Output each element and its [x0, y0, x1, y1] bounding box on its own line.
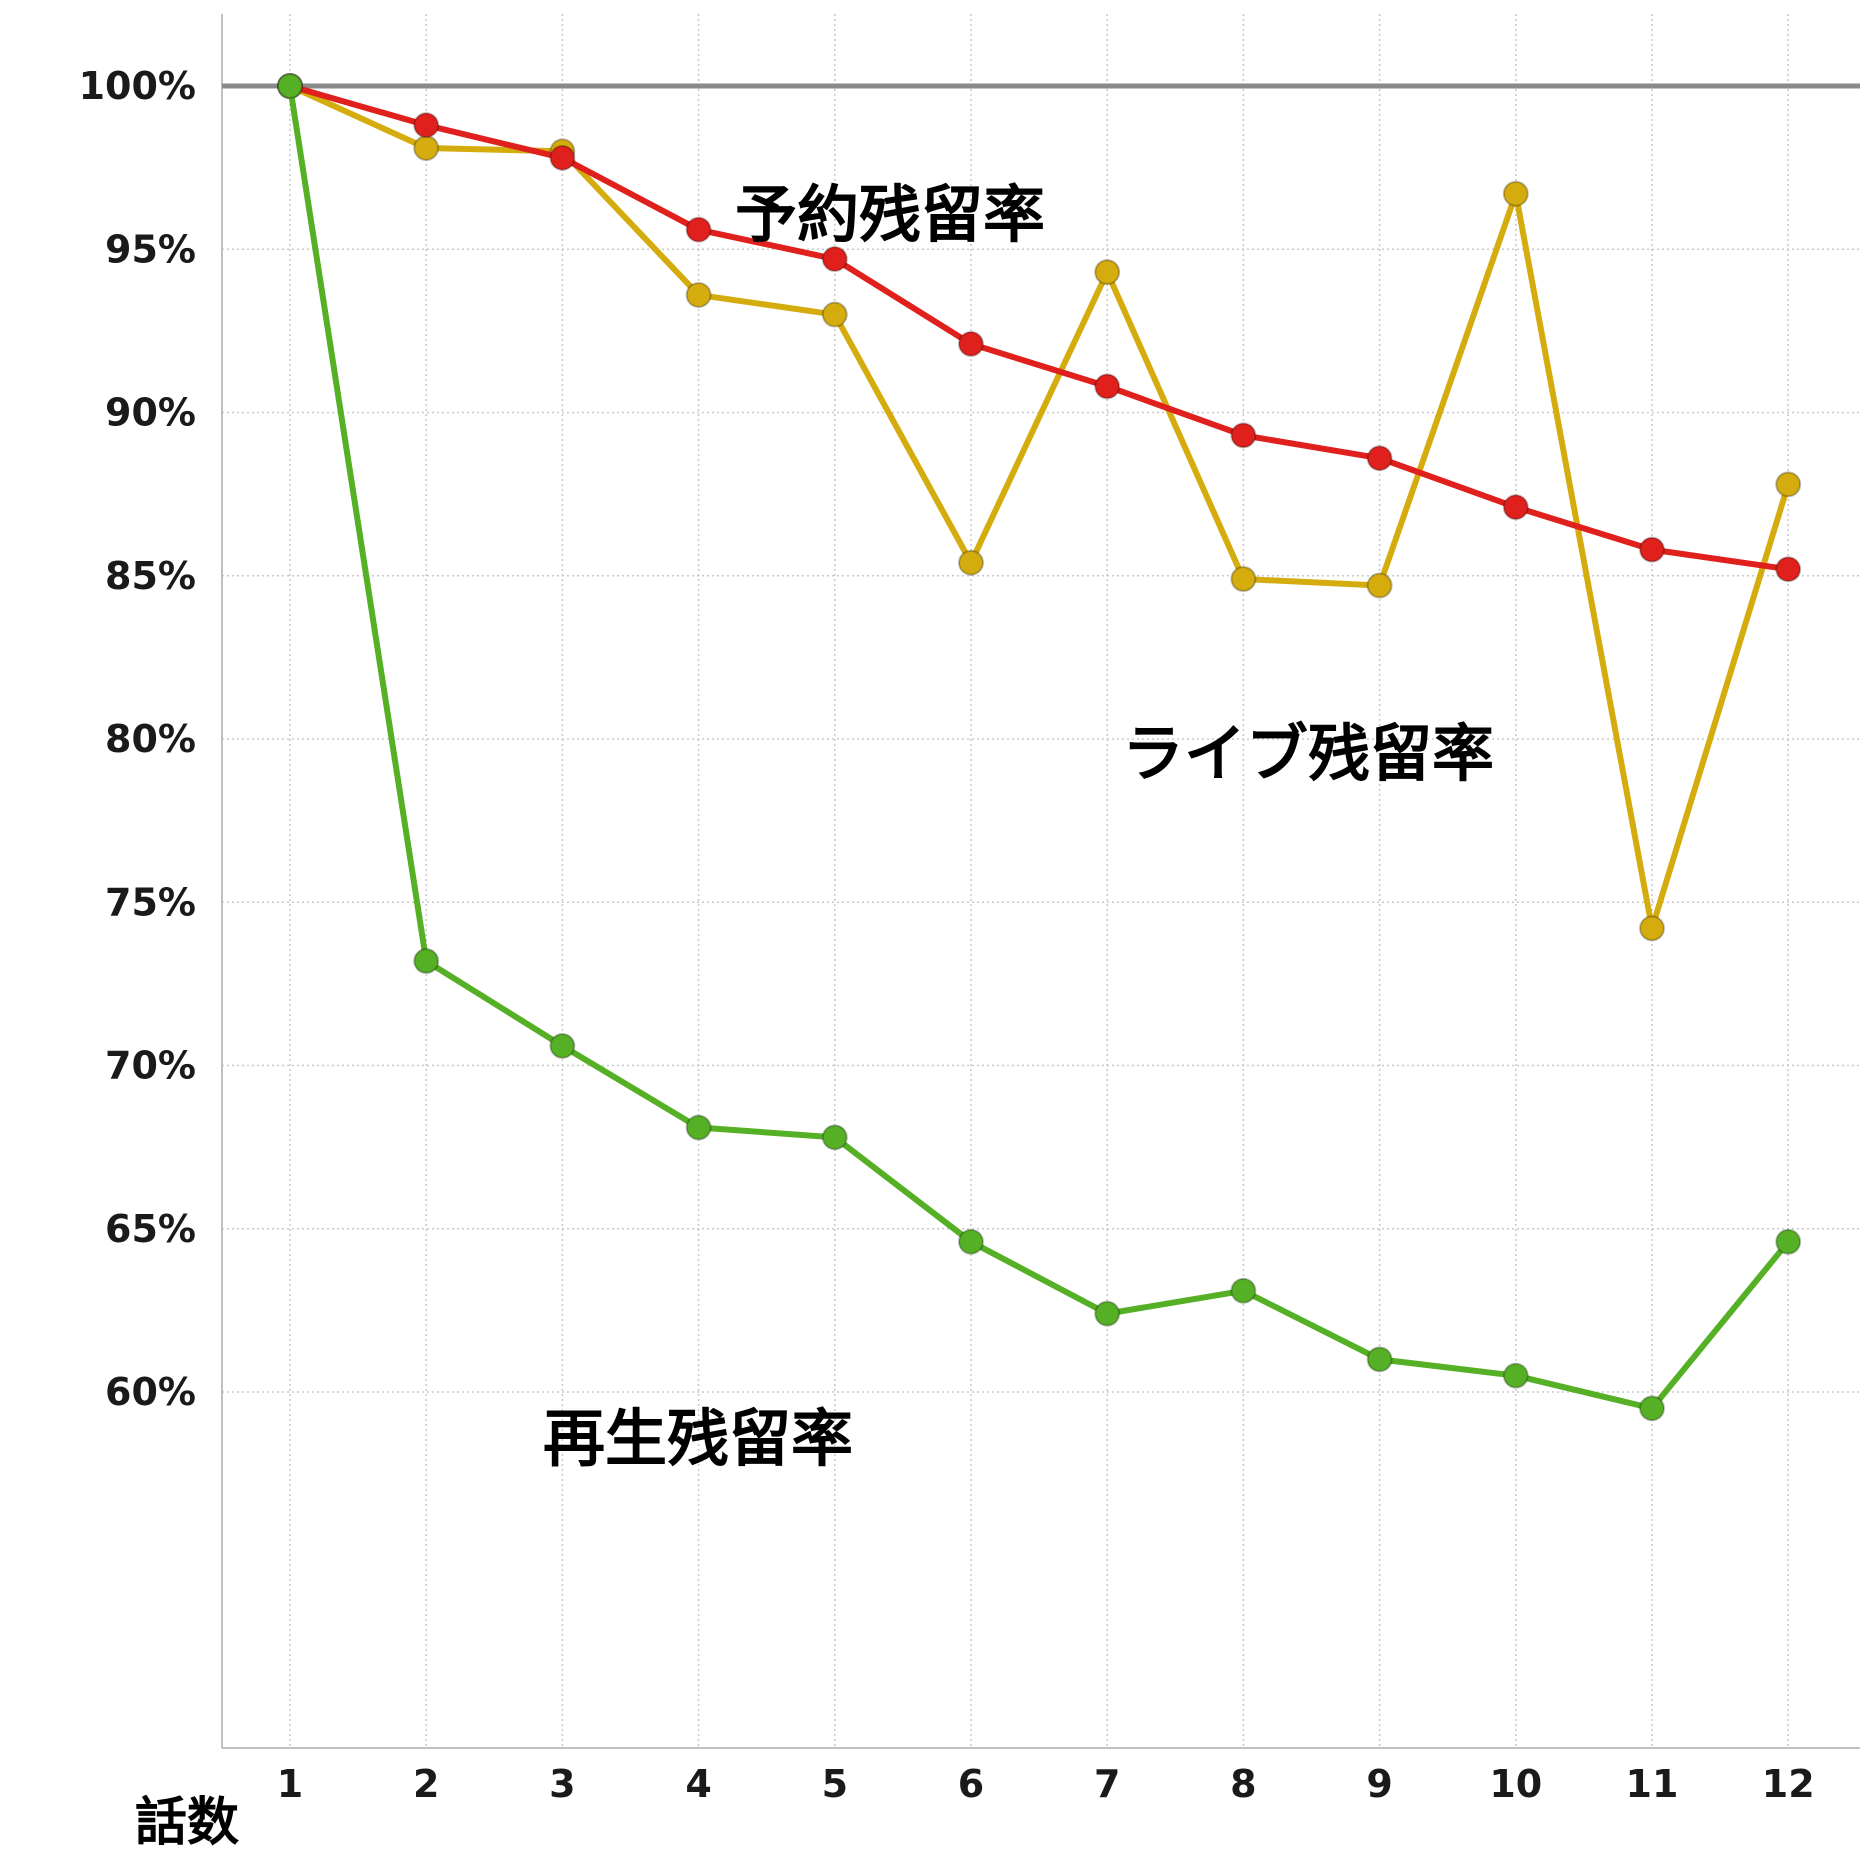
x-tick-label: 11 [1626, 1762, 1679, 1806]
data-point [1366, 572, 1393, 599]
data-point [1094, 1300, 1121, 1327]
data-point [821, 246, 848, 273]
x-tick-label: 5 [822, 1762, 848, 1806]
data-point [1230, 566, 1257, 593]
data-point [958, 330, 984, 357]
data-point [1639, 536, 1665, 563]
axes: 60%65%70%75%80%85%90%95%100%1 2 3 4 5 6 7 8 9 10 1… [79, 14, 1860, 1853]
data-point [1094, 373, 1121, 400]
data-point [1502, 180, 1529, 207]
data-point [1775, 556, 1802, 583]
data-point [1230, 1277, 1257, 1304]
y-tick-label: 70% [105, 1044, 196, 1088]
data-point [1502, 494, 1529, 521]
data-point [958, 1228, 984, 1255]
x-tick-label: 1 [277, 1762, 303, 1806]
data-point [821, 1124, 848, 1151]
y-tick-label: 100% [79, 64, 196, 108]
x-tick-label: 10 [1489, 1762, 1542, 1806]
data-point [1775, 1228, 1802, 1255]
data-point [1366, 445, 1393, 472]
data-point [958, 549, 984, 576]
x-tick-label: 9 [1366, 1762, 1392, 1806]
y-tick-label: 60% [105, 1370, 196, 1414]
data-point [413, 112, 440, 139]
y-tick-label: 85% [105, 554, 196, 598]
data-point [1094, 259, 1121, 286]
data-point [685, 281, 712, 308]
data-point [1639, 915, 1665, 942]
x-axis-label: 話数 [135, 1793, 239, 1853]
series-line [287, 85, 1791, 1412]
x-tick-label: 2 [413, 1762, 439, 1806]
data-point [413, 135, 440, 162]
series-label: 再生残留率 [543, 1402, 853, 1475]
data-point [277, 73, 303, 99]
series-label: ライブ残留率 [1122, 717, 1494, 790]
data-point [1366, 1346, 1393, 1373]
data-point [821, 301, 848, 328]
data-point [685, 216, 712, 243]
data-point [549, 1032, 576, 1059]
series-line [289, 83, 1789, 573]
y-tick-label: 75% [105, 880, 196, 924]
series-予約残留率 [277, 73, 1802, 583]
data-point [685, 1114, 712, 1141]
y-tick-label: 95% [105, 227, 196, 271]
y-tick-label: 80% [105, 717, 196, 761]
x-tick-label: 6 [958, 1762, 984, 1806]
y-tick-label: 65% [105, 1207, 196, 1251]
x-tick-label: 4 [685, 1762, 711, 1806]
x-tick-label: 3 [549, 1762, 575, 1806]
data-point [1639, 1395, 1665, 1422]
x-tick-label: 12 [1762, 1762, 1815, 1806]
series-再生残留率 [277, 73, 1802, 1422]
x-tick-label: 8 [1230, 1762, 1256, 1806]
data-point [1502, 1362, 1529, 1389]
data-point [549, 144, 576, 171]
grid [222, 14, 1860, 1748]
x-tick-label: 7 [1094, 1762, 1120, 1806]
y-tick-label: 90% [105, 391, 196, 435]
data-point [413, 948, 440, 975]
series-label: 予約残留率 [735, 178, 1045, 251]
data-point [1775, 471, 1802, 498]
data-point [1230, 422, 1257, 449]
series-group [277, 73, 1802, 1422]
